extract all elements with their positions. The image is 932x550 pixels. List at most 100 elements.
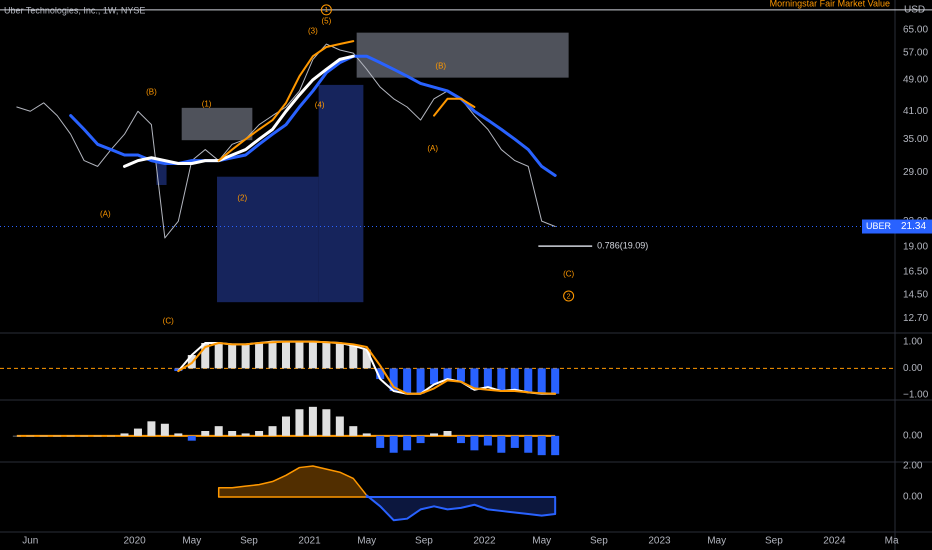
y-tick-label: 0.00: [903, 492, 923, 503]
line: [177, 340, 557, 395]
bar: [26, 435, 35, 437]
x-tick-label: Ma: [885, 536, 899, 547]
line: [217, 40, 476, 162]
y-tick-label: 19.00: [903, 242, 928, 253]
bar: [174, 433, 183, 436]
bar: [362, 349, 371, 369]
bar: [497, 368, 506, 392]
bar: [201, 431, 210, 436]
y-tick-label: 35.00: [903, 134, 928, 145]
x-tick-label: May: [182, 536, 201, 547]
bar: [403, 368, 412, 394]
bar: [93, 435, 102, 437]
bar: [255, 343, 264, 369]
wave-label: (A): [100, 210, 111, 219]
wave-label: 2: [567, 293, 571, 300]
bar: [537, 368, 546, 394]
y-tick-label: 2.00: [903, 461, 923, 472]
x-tick-label: May: [707, 536, 726, 547]
wave-label: (3): [308, 27, 318, 36]
bar: [107, 435, 116, 437]
y-tick-label: −1.00: [903, 390, 929, 401]
wave-label: (C): [563, 270, 574, 279]
bar: [295, 341, 304, 369]
bar: [470, 368, 479, 390]
bar: [147, 421, 156, 436]
bar: [456, 368, 465, 382]
bar: [80, 435, 89, 437]
bar: [268, 341, 277, 369]
bar: [510, 435, 519, 448]
bar: [349, 345, 358, 369]
reference-label: Morningstar Fair Market Value: [770, 0, 890, 8]
bar: [187, 435, 196, 441]
wave-label: (B): [146, 88, 157, 97]
bar: [268, 426, 277, 436]
y-tick-label: 29.00: [903, 167, 928, 178]
bar: [295, 409, 304, 436]
bar: [53, 435, 62, 437]
zone: [181, 107, 253, 141]
bar: [228, 431, 237, 436]
x-tick-label: 2022: [473, 536, 496, 547]
bar: [524, 368, 533, 393]
bar: [510, 368, 519, 390]
y-tick-label: 14.50: [903, 289, 928, 300]
bar: [416, 435, 425, 444]
wave-label: 1: [324, 7, 328, 14]
symbol-label: UBER: [866, 221, 892, 231]
bar: [389, 368, 398, 392]
y-tick-label: 57.00: [903, 48, 928, 59]
price-label: 21.34: [901, 221, 926, 232]
bar: [362, 433, 371, 436]
bar: [403, 435, 412, 451]
bar: [349, 426, 358, 436]
x-tick-label: May: [357, 536, 376, 547]
bar: [322, 409, 331, 436]
x-tick-label: Sep: [590, 536, 608, 547]
price-tag: [895, 219, 932, 234]
y-tick-label: 12.70: [903, 313, 928, 324]
y-tick-label: 0.00: [903, 430, 923, 441]
wave-label: (5): [321, 16, 331, 25]
wave-label: (A): [427, 144, 438, 153]
x-tick-label: 2024: [823, 536, 846, 547]
wave-label: (B): [435, 62, 446, 71]
bar: [551, 368, 560, 394]
y-tick-label: 65.00: [903, 25, 928, 36]
bar: [66, 435, 75, 437]
bar: [308, 341, 317, 369]
x-tick-label: 2021: [298, 536, 321, 547]
bar: [483, 368, 492, 388]
bar: [214, 426, 223, 436]
x-tick-label: Sep: [415, 536, 433, 547]
wave-label: (1): [202, 100, 212, 109]
bar: [281, 416, 290, 436]
x-tick-label: Sep: [240, 536, 258, 547]
bar: [281, 341, 290, 369]
y-tick-label: 1.00: [903, 336, 923, 347]
bar: [120, 433, 129, 436]
bar: [551, 435, 560, 456]
bar: [160, 423, 169, 436]
bar: [308, 406, 317, 436]
zone: [318, 84, 364, 303]
bar: [255, 431, 264, 436]
bar: [376, 435, 385, 448]
bar: [228, 344, 237, 369]
line: [122, 54, 355, 168]
x-tick-label: Sep: [765, 536, 783, 547]
bar: [416, 368, 425, 394]
wave-label: (4): [315, 101, 325, 110]
wave-label: (2): [237, 193, 247, 202]
bar: [497, 435, 506, 453]
symbol-tag: [862, 219, 895, 234]
bar: [214, 343, 223, 369]
y-tick-label: 49.00: [903, 74, 928, 85]
bar: [430, 433, 439, 436]
wave-circle: [320, 4, 332, 16]
bar: [470, 435, 479, 451]
bar: [443, 368, 452, 380]
